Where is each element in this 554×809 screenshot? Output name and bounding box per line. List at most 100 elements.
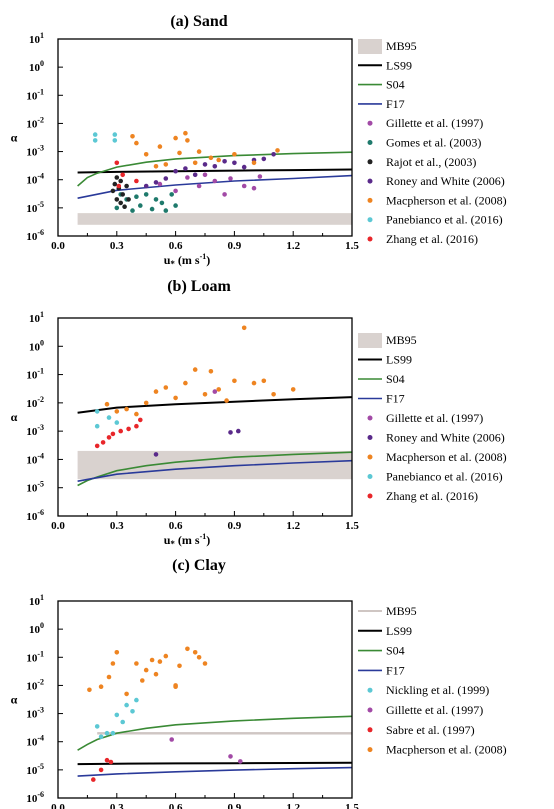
data-point <box>114 650 120 655</box>
data-point <box>185 646 190 652</box>
legend-marker <box>367 140 373 145</box>
data-point <box>275 148 280 153</box>
legend-label: Zhang et al. (2016) <box>386 489 478 503</box>
series-5 <box>94 417 143 449</box>
x-tick-label: 0.3 <box>110 520 124 532</box>
data-point <box>106 674 112 680</box>
y-tick-base: 10 <box>26 680 38 692</box>
y-tick-label: 10-4 <box>26 451 44 466</box>
data-point <box>134 697 139 703</box>
data-point <box>241 164 247 170</box>
plot-frame <box>57 38 353 237</box>
y-tick-base: 10 <box>29 34 41 46</box>
data-point <box>157 144 163 149</box>
data-point <box>196 149 202 154</box>
y-tick-exponent: -5 <box>37 200 44 209</box>
legend-marker <box>367 197 373 203</box>
legend-label: MB95 <box>386 39 417 53</box>
y-tick-base: 10 <box>29 341 41 353</box>
x-tick-label: 0.6 <box>169 802 183 809</box>
legend-swatch-mb95 <box>358 39 382 54</box>
legend-label: F17 <box>386 392 405 406</box>
data-point <box>257 174 263 179</box>
legend-label: Zhang et al. (2016) <box>386 232 478 246</box>
data-point <box>271 392 276 397</box>
data-point <box>173 684 178 689</box>
data-point <box>202 162 208 167</box>
data-point <box>271 152 276 157</box>
legend-marker <box>367 687 373 693</box>
data-point <box>208 369 214 374</box>
line-ls99 <box>77 168 353 174</box>
xlabel-superscript: -1 <box>200 532 207 541</box>
xlabel-close: ) <box>206 533 210 547</box>
series-2 <box>153 428 241 457</box>
line-f17 <box>77 174 353 199</box>
legend-label: S04 <box>386 644 405 658</box>
legend: MB95 LS99 S04 F17 Gillette et al. (1997) Gome… <box>358 39 507 246</box>
xlabel-close: ) <box>206 253 210 267</box>
x-tick-label: 0.3 <box>110 240 124 252</box>
x-tick-label: 1.5 <box>345 520 359 532</box>
data-point <box>94 443 100 449</box>
legend-label: Rajot et al., (2003) <box>386 155 476 169</box>
y-tick-label: 10-6 <box>26 228 44 243</box>
x-tick-label: 0.0 <box>51 520 65 532</box>
y-axis-label: α <box>11 131 18 145</box>
legend-marker <box>367 178 373 184</box>
y-tick-exponent: 0 <box>40 338 44 347</box>
data-point <box>192 160 198 166</box>
data-point <box>87 687 92 693</box>
y-tick-base: 10 <box>26 90 38 102</box>
data-point <box>232 378 237 384</box>
data-point <box>241 183 247 189</box>
x-axis-label: u* (m s-1) <box>164 252 211 269</box>
data-point <box>143 152 149 157</box>
xlabel-main: u <box>164 253 171 267</box>
data-point <box>94 423 100 429</box>
data-point <box>173 188 178 194</box>
legend-label: S04 <box>386 372 405 386</box>
y-tick-label: 10-2 <box>26 115 44 130</box>
y-tick-exponent: 0 <box>40 59 44 68</box>
series-2 <box>169 737 243 764</box>
legend-marker <box>367 236 373 242</box>
data-point <box>110 661 116 666</box>
x-tick-label: 1.2 <box>286 802 300 809</box>
data-point <box>228 430 233 435</box>
data-point <box>118 200 123 206</box>
data-point <box>236 428 241 434</box>
x-tick-label: 0.0 <box>51 802 65 809</box>
legend-label: Panebianco et al. (2016) <box>386 213 503 227</box>
y-tick-base: 10 <box>26 231 38 243</box>
y-tick-label: 10-1 <box>26 87 44 102</box>
y-tick-base: 10 <box>29 624 41 636</box>
data-point <box>134 178 139 184</box>
data-point <box>134 140 139 146</box>
data-point <box>261 378 267 384</box>
line-ls99 <box>77 761 353 766</box>
data-point <box>185 175 190 180</box>
y-tick-exponent: -3 <box>37 706 44 715</box>
legend-label: Macpherson et al. (2008) <box>386 450 507 464</box>
data-point <box>202 172 208 178</box>
data-point <box>114 175 120 180</box>
y-tick-base: 10 <box>26 147 38 159</box>
legend-marker <box>367 435 373 440</box>
x-tick-label: 0.6 <box>169 520 183 532</box>
y-tick-label: 10-3 <box>26 706 44 721</box>
data-point <box>143 400 149 406</box>
data-point <box>261 156 267 162</box>
legend-marker <box>367 747 373 753</box>
y-tick-label: 101 <box>29 593 44 608</box>
panel-title: (c) Clay <box>172 557 226 574</box>
y-tick-label: 10-3 <box>26 423 44 438</box>
series-3 <box>91 757 114 782</box>
data-point <box>114 160 120 166</box>
data-point <box>251 185 257 191</box>
x-tick-label: 0.9 <box>228 240 242 252</box>
legend-label: MB95 <box>386 604 417 618</box>
data-point <box>196 183 202 189</box>
y-tick-exponent: -1 <box>37 649 44 658</box>
y-tick-label: 10-5 <box>26 480 44 495</box>
